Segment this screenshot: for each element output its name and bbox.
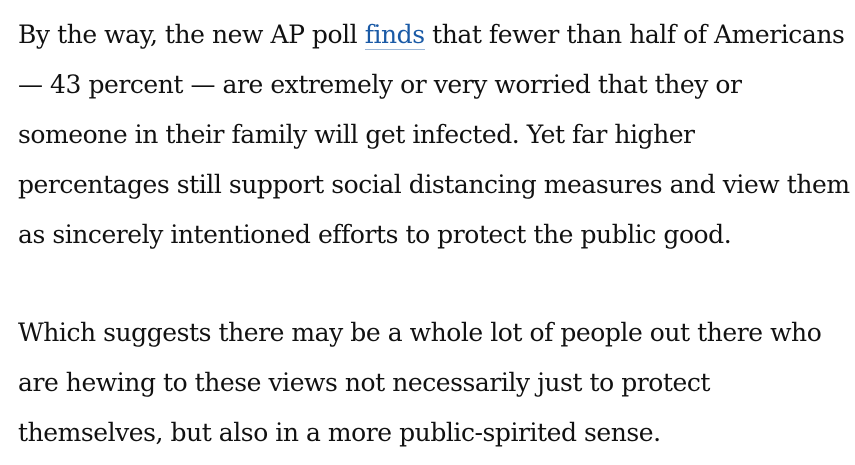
paragraph-poll-findings: By the way, the new AP poll finds that f… [18,10,850,260]
paragraph-public-spirited: Which suggests there may be a whole lot … [18,318,822,447]
finds-link[interactable]: finds [364,20,425,50]
paragraph-1-lead-text: By the way, the new AP poll [18,20,365,49]
paragraph-1-remaining-text: that fewer than half of Americans — 43 p… [18,20,850,249]
article-body: By the way, the new AP poll finds that f… [18,10,850,458]
